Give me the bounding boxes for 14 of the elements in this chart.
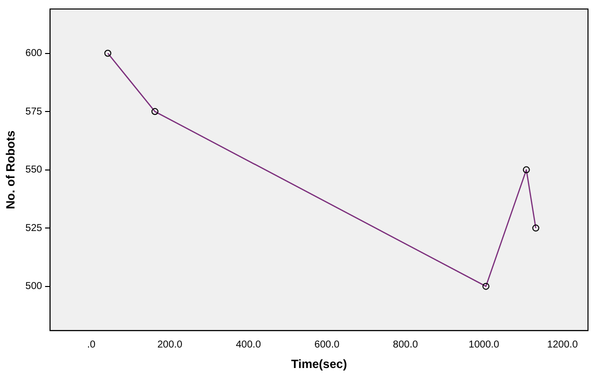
x-tick-label: 1200.0 [547,339,578,350]
x-tick-label: 400.0 [236,339,262,350]
x-tick-label: 600.0 [314,339,340,350]
y-tick-label: 550 [25,164,43,176]
x-tick-label: 800.0 [392,339,418,350]
x-tick-label: .0 [87,339,96,350]
y-tick-label: 500 [25,281,43,292]
x-axis-title: Time(sec) [291,357,347,372]
x-tick-label: 1000.0 [468,339,500,350]
y-tick-label: 575 [25,106,43,118]
x-tick-label: 200.0 [157,339,183,350]
y-tick-label: 525 [25,222,43,234]
y-axis-title: No. of Robots [4,130,18,210]
y-tick-label: 600 [25,48,43,60]
